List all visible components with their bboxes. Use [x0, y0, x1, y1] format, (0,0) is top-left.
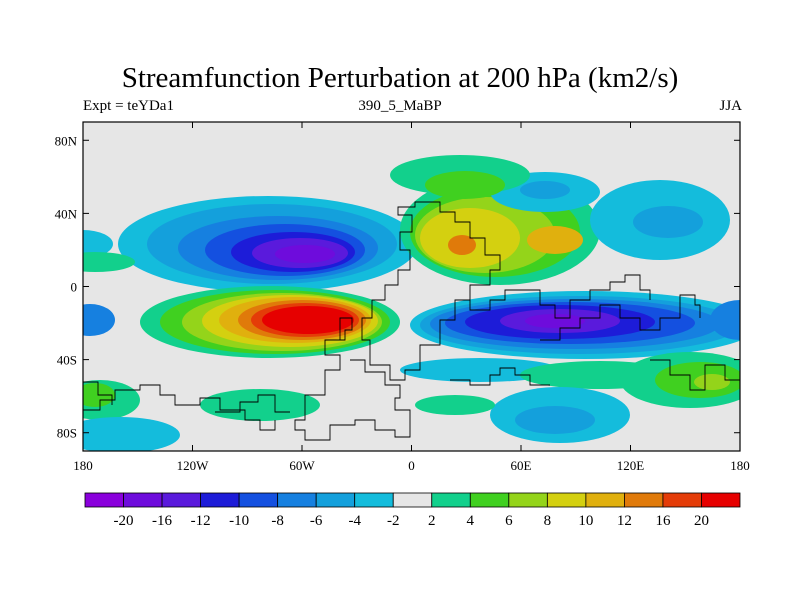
x-tick-label: 180	[730, 458, 750, 473]
colorbar-label: 16	[655, 513, 671, 529]
colorbar-swatch	[624, 492, 664, 508]
y-tick-label: 80S	[57, 426, 77, 441]
negative-south-atlantic	[400, 358, 560, 382]
colorbar-swatch	[315, 492, 356, 508]
colorbar-label: 4	[467, 513, 475, 529]
negative-north-pacific-core	[520, 181, 570, 199]
colorbar-swatch	[469, 492, 510, 508]
x-tick-label: 120E	[617, 458, 645, 473]
colorbar-swatch	[277, 492, 317, 508]
positive-south-lobe	[140, 286, 400, 358]
colorbar-label: 20	[694, 513, 709, 529]
y-tick-label: 40N	[55, 206, 78, 221]
chart-title: Streamfunction Perturbation at 200 hPa (…	[121, 62, 679, 94]
y-tick-label: 0	[71, 280, 78, 295]
negative-southern-ocean-core	[515, 406, 595, 434]
positive-arctic-core	[425, 171, 505, 199]
colorbar-label: -8	[271, 513, 284, 529]
colorbar-swatch	[354, 492, 394, 508]
positive-south-america-tip	[200, 389, 320, 421]
negative-east-edge	[710, 300, 740, 340]
experiment-label: Expt = teYDa1	[83, 98, 174, 114]
positive-south-pacific-core	[694, 374, 730, 390]
colorbar: -20 -16 -12 -10 -8 -6 -4 -2 2 4 6 8 10 12 16 20	[84, 492, 741, 529]
y-tick-label: 40S	[57, 353, 77, 368]
coastline-southern-ocean-islands	[83, 381, 290, 413]
colorbar-swatch	[546, 492, 587, 508]
colorbar-label: -2	[387, 513, 400, 529]
negative-north-lobe	[118, 196, 418, 292]
contour-field	[83, 155, 740, 451]
colorbar-label: 2	[428, 513, 436, 529]
positive-southern-ocean	[415, 395, 495, 415]
y-tick-label: 80N	[55, 133, 78, 148]
colorbar-swatch	[200, 492, 240, 508]
colorbar-swatch	[508, 492, 548, 508]
colorbar-label: 8	[544, 513, 552, 529]
colorbar-label: -16	[152, 513, 172, 529]
positive-west-edge	[83, 252, 135, 272]
colorbar-label: 12	[617, 513, 632, 529]
colorbar-swatch	[84, 492, 124, 508]
x-tick-label: 60E	[511, 458, 532, 473]
colorbar-label: -10	[229, 513, 249, 529]
colorbar-label: -12	[191, 513, 211, 529]
coastline-southern-west	[83, 384, 276, 431]
colorbar-swatch	[701, 492, 741, 508]
colorbar-label: 10	[578, 513, 593, 529]
colorbar-swatch	[585, 492, 625, 508]
colorbar-swatch	[392, 492, 433, 508]
colorbar-swatch	[662, 492, 702, 508]
coastlines	[83, 201, 740, 441]
colorbar-swatch	[123, 492, 163, 508]
case-label: 390_5_MaBP	[358, 98, 442, 114]
coastline-asia	[455, 274, 651, 319]
coastline-maritime-continent	[540, 294, 701, 341]
coastline-africa-europe	[361, 201, 501, 381]
coastline-antarctic	[450, 367, 550, 386]
coastline-south-america	[294, 317, 411, 441]
x-tick-label: 60W	[289, 458, 315, 473]
x-tick-label: 0	[408, 458, 415, 473]
axis-ticks: 180 120W 60W 0 60E 120E 180 80N 40N 0 40S 80S	[55, 122, 750, 473]
colorbar-swatch	[238, 492, 279, 508]
negative-far-east-core	[633, 206, 703, 238]
coastline-australia	[650, 359, 740, 395]
colorbar-label: 6	[505, 513, 513, 529]
negative-southwest-edge	[83, 304, 115, 336]
colorbar-label: -6	[310, 513, 323, 529]
colorbar-swatch	[161, 492, 201, 508]
season-label: JJA	[719, 98, 742, 114]
negative-far-southwest	[83, 417, 180, 451]
negative-indian-ocean-band	[410, 291, 740, 359]
x-tick-label: 120W	[177, 458, 210, 473]
colorbar-swatch	[431, 492, 471, 508]
x-tick-label: 180	[73, 458, 93, 473]
negative-west-edge	[83, 230, 113, 258]
colorbar-label: -20	[114, 513, 134, 529]
colorbar-label: -4	[348, 513, 361, 529]
